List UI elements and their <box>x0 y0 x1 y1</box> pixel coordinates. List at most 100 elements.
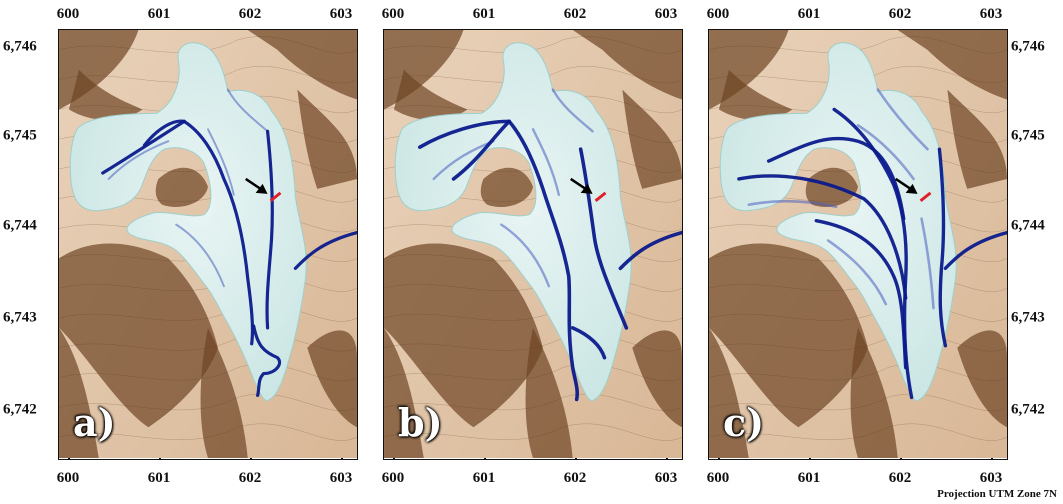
main-channel <box>142 119 186 147</box>
map-a-svg <box>59 30 357 458</box>
x-tick-label: 601 <box>147 470 171 486</box>
x-tick-label: 600 <box>381 470 405 486</box>
panel-label: b) <box>398 400 443 445</box>
terrain-ridge <box>718 69 793 120</box>
terrain-ridge <box>850 327 898 458</box>
panel-label: a) <box>73 400 116 445</box>
channel-network <box>101 88 357 398</box>
minor-channel <box>876 88 929 151</box>
contour-line <box>384 423 682 441</box>
x-tick-label: 603 <box>979 470 1003 486</box>
channel-network <box>737 88 1007 400</box>
terrain-ridge <box>957 330 1007 428</box>
y-tick-label: 6,746 <box>3 38 37 55</box>
map-b-svg <box>384 30 682 458</box>
cross-section-marker <box>919 191 932 202</box>
x-tick-label: 600 <box>56 470 80 486</box>
minor-channel <box>226 88 269 133</box>
terrain-ridge <box>297 89 357 189</box>
glacier-area <box>719 42 957 402</box>
terrain-ridge <box>307 330 357 428</box>
main-channel <box>507 119 579 402</box>
x-tick-label: 600 <box>381 6 405 22</box>
terrain-ridge <box>200 327 248 458</box>
panel-label: c) <box>723 400 765 445</box>
x-tick-label: 602 <box>888 470 912 486</box>
minor-channel <box>551 88 594 133</box>
contour-line <box>59 334 357 352</box>
main-channel <box>937 147 948 348</box>
map-panel-a: a) <box>58 29 358 460</box>
x-tick-label: 601 <box>147 6 171 22</box>
main-channel <box>766 136 906 221</box>
y-tick-label: 6,743 <box>3 309 37 326</box>
arrowhead-icon <box>580 183 593 194</box>
y-tick-label: 6,745 <box>3 127 37 144</box>
x-tick-label: 602 <box>888 6 912 22</box>
contour-line <box>709 363 1007 382</box>
minor-channel <box>531 128 561 197</box>
main-channel <box>451 119 511 181</box>
terrain-ridge <box>384 243 543 428</box>
x-tick-label: 602 <box>238 470 262 486</box>
y-tick-label: 6,742 <box>1011 401 1045 418</box>
terrain-ridge <box>622 89 682 189</box>
contour-line <box>384 363 682 382</box>
contour-line <box>709 36 1007 54</box>
terrain-ridge <box>632 330 682 428</box>
cross-section-marker <box>594 191 607 202</box>
minor-channel <box>920 217 935 310</box>
minor-channel <box>175 223 225 288</box>
contour-line <box>384 393 682 412</box>
minor-channel <box>826 239 888 306</box>
terrain-ridge <box>709 243 868 428</box>
contour-line <box>59 36 357 54</box>
channel-network <box>418 88 682 402</box>
x-tick-label: 603 <box>654 6 678 22</box>
glacier-area <box>69 42 307 402</box>
terrain-ridge <box>247 30 357 100</box>
main-channel <box>618 230 682 271</box>
contour-line <box>384 334 682 352</box>
map-panel-b: b) <box>383 29 683 460</box>
terrain-ridge <box>572 30 682 100</box>
x-tick-label: 602 <box>238 6 262 22</box>
y-tick-label: 6,745 <box>1011 127 1045 144</box>
y-tick-label: 6,743 <box>1011 309 1045 326</box>
main-channel <box>943 230 1007 271</box>
minor-channel <box>747 199 838 209</box>
terrain-ridge <box>68 69 143 120</box>
terrain-ridge <box>525 327 573 458</box>
contour-line <box>59 363 357 382</box>
contour-line <box>59 393 357 412</box>
x-tick-label: 600 <box>706 6 730 22</box>
arrowhead-icon <box>905 183 918 194</box>
main-channel <box>182 119 255 346</box>
main-channel <box>418 119 511 149</box>
terrain-ridge <box>59 243 218 428</box>
map-panel-c: c) <box>708 29 1008 460</box>
terrain-ridge <box>947 89 1007 189</box>
contour-line <box>709 66 1007 84</box>
terrain-ridge <box>155 167 208 208</box>
contour-line <box>384 66 682 84</box>
x-tick-label: 600 <box>706 470 730 486</box>
projection-note: Projection UTM Zone 7N <box>937 488 1057 500</box>
minor-channel <box>856 124 915 181</box>
minor-channel <box>107 140 170 180</box>
contour-line <box>59 423 357 441</box>
terrain-ridge <box>709 327 749 458</box>
main-channel <box>265 129 274 330</box>
contour-line <box>384 36 682 54</box>
x-tick-label: 603 <box>654 470 678 486</box>
x-tick-label: 601 <box>472 470 496 486</box>
x-tick-label: 601 <box>797 6 821 22</box>
terrain-ridge <box>59 327 99 458</box>
main-channel <box>252 324 282 398</box>
y-tick-label: 6,742 <box>3 401 37 418</box>
x-tick-label: 603 <box>329 6 353 22</box>
minor-channel <box>500 223 551 288</box>
main-channel <box>570 326 607 360</box>
contour-line <box>709 393 1007 412</box>
x-tick-label: 602 <box>563 470 587 486</box>
